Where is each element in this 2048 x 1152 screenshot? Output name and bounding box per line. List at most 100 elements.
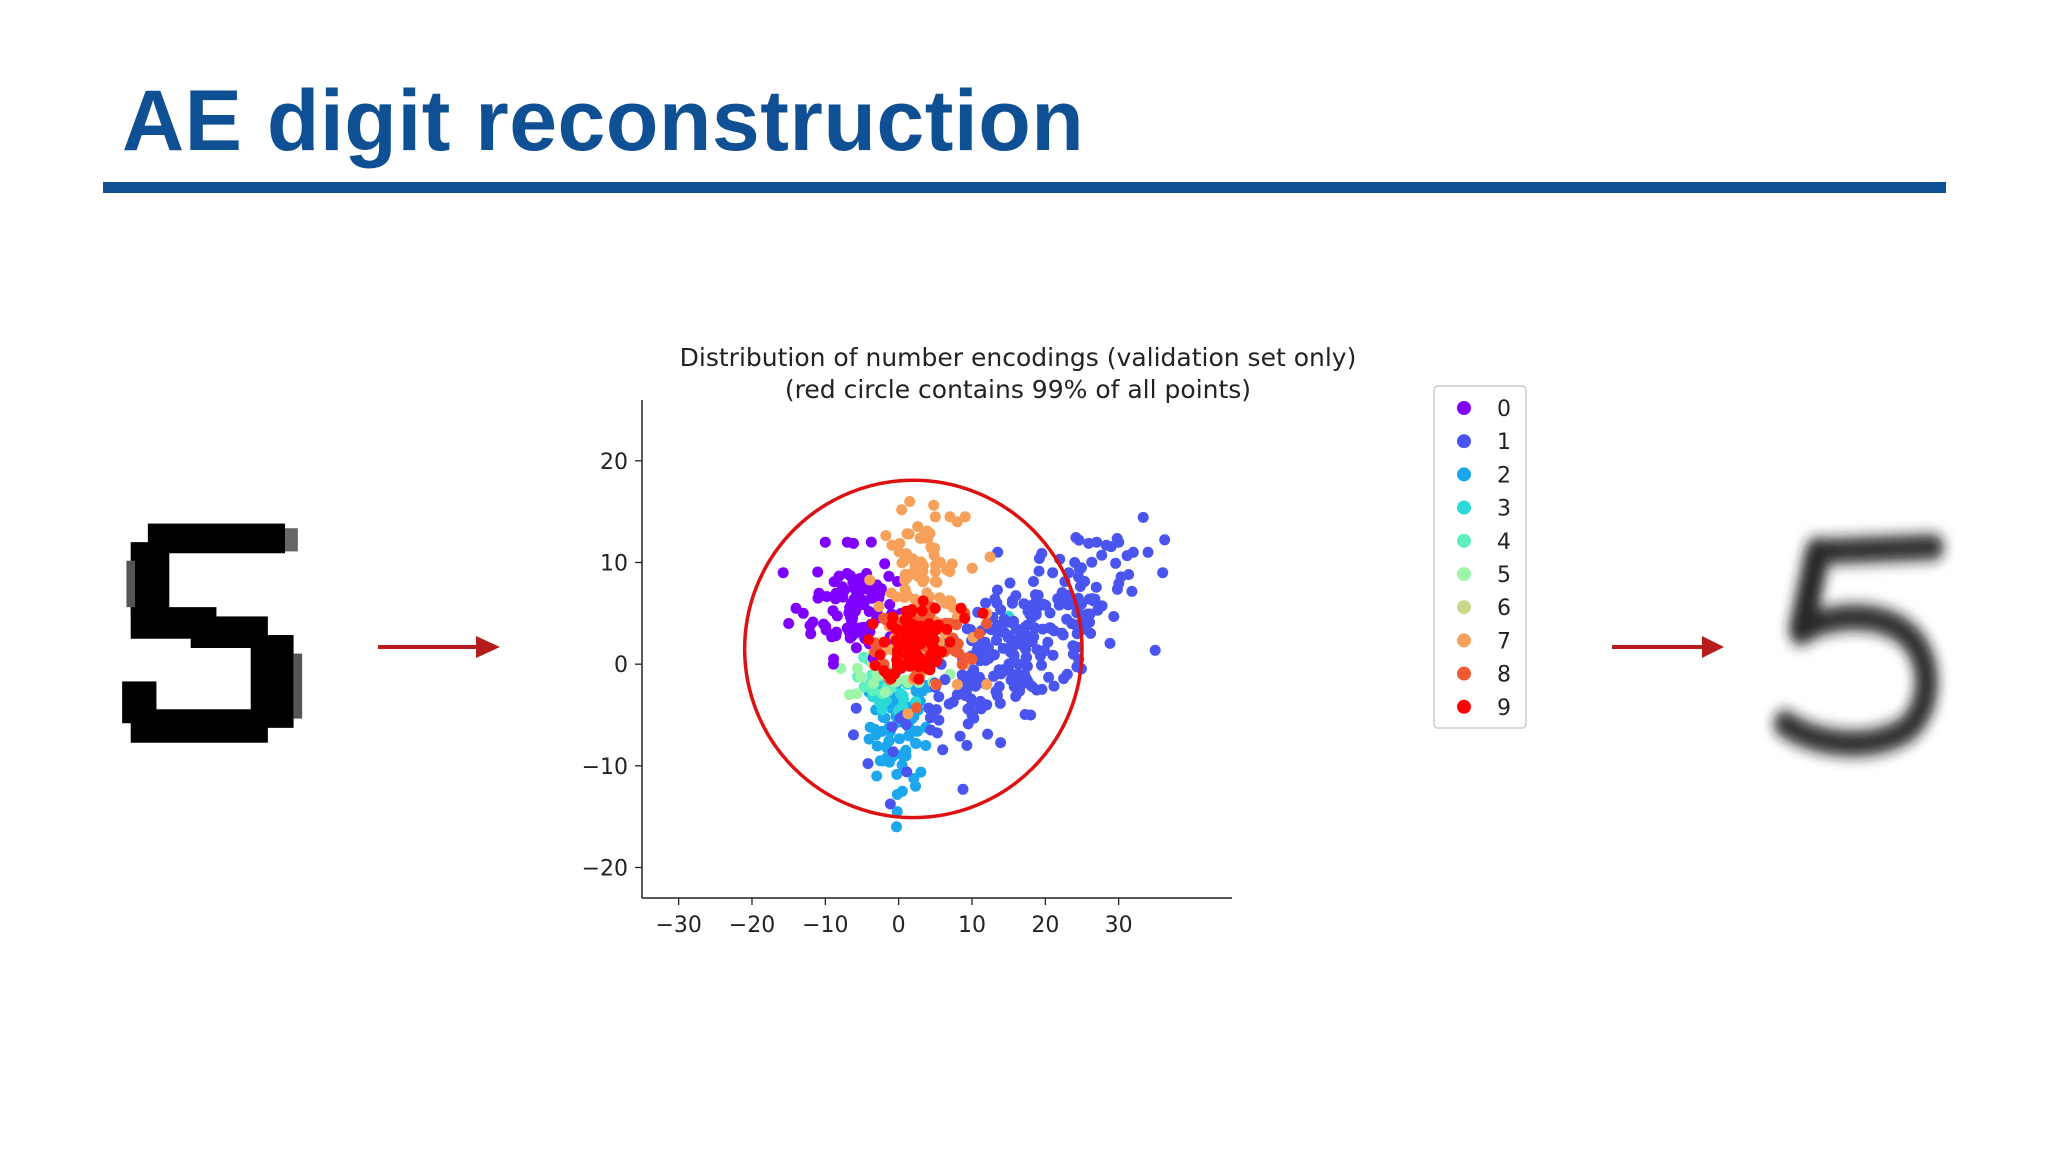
point-9 bbox=[923, 628, 935, 640]
point-7 bbox=[904, 496, 916, 507]
legend-item-9: 9 bbox=[1457, 696, 1511, 721]
point-5 bbox=[879, 686, 891, 698]
point-1 bbox=[1053, 593, 1065, 605]
point-1 bbox=[1157, 567, 1169, 579]
point-9 bbox=[923, 618, 935, 630]
arrow-to-reconstruction bbox=[1612, 636, 1724, 658]
point-9 bbox=[927, 640, 939, 652]
point-1 bbox=[1019, 621, 1031, 633]
point-0 bbox=[831, 610, 843, 622]
point-0 bbox=[849, 597, 860, 609]
point-0 bbox=[883, 570, 895, 582]
point-9 bbox=[914, 625, 926, 637]
point-1 bbox=[1096, 549, 1108, 561]
point-3 bbox=[876, 704, 888, 716]
point-9 bbox=[892, 649, 903, 661]
point-1 bbox=[995, 604, 1007, 616]
point-1 bbox=[894, 712, 906, 724]
point-1 bbox=[1029, 589, 1041, 601]
point-0 bbox=[856, 622, 868, 634]
point-0 bbox=[836, 581, 848, 593]
point-1 bbox=[1159, 534, 1171, 546]
point-1 bbox=[1086, 593, 1098, 605]
point-0 bbox=[844, 632, 856, 644]
point-1 bbox=[963, 676, 974, 688]
legend-label: 1 bbox=[1497, 430, 1511, 455]
point-1 bbox=[1025, 680, 1037, 691]
point-9 bbox=[955, 602, 967, 614]
point-0 bbox=[805, 628, 817, 640]
point-2 bbox=[910, 685, 922, 697]
point-1 bbox=[1030, 609, 1042, 621]
point-7 bbox=[909, 561, 921, 572]
point-1 bbox=[961, 623, 973, 635]
point-1 bbox=[999, 616, 1011, 628]
point-0 bbox=[879, 558, 891, 570]
point-0 bbox=[850, 642, 862, 654]
point-1 bbox=[1028, 576, 1039, 587]
point-1 bbox=[1086, 556, 1098, 568]
point-0 bbox=[812, 592, 824, 604]
point-8 bbox=[949, 645, 961, 657]
chart-subtitle: (red circle contains 99% of all points) bbox=[785, 375, 1251, 404]
point-9 bbox=[944, 636, 956, 648]
point-1 bbox=[1113, 578, 1125, 589]
point-1 bbox=[1047, 567, 1059, 579]
legend-label: 2 bbox=[1497, 463, 1511, 488]
point-2 bbox=[894, 733, 905, 745]
point-7 bbox=[928, 499, 940, 511]
point-7 bbox=[873, 601, 885, 612]
chart-legend: 0 1 2 3 4 5 6 7 8 9 bbox=[1433, 385, 1527, 729]
point-0 bbox=[874, 587, 886, 599]
point-0 bbox=[862, 583, 874, 595]
point-0 bbox=[847, 576, 859, 588]
arrow-to-encoding bbox=[378, 636, 500, 658]
point-1 bbox=[1127, 546, 1139, 558]
x-tick-label: −20 bbox=[729, 913, 775, 938]
point-1 bbox=[981, 699, 993, 711]
point-7 bbox=[896, 504, 908, 516]
y-tick-label: −20 bbox=[582, 857, 628, 882]
legend-box bbox=[1433, 385, 1527, 729]
point-0 bbox=[841, 536, 853, 548]
series-0 bbox=[777, 536, 918, 670]
point-4 bbox=[858, 651, 870, 663]
point-7 bbox=[917, 560, 929, 572]
point-1 bbox=[1123, 569, 1135, 580]
point-9 bbox=[903, 625, 915, 637]
point-9 bbox=[929, 602, 941, 614]
point-7 bbox=[880, 530, 892, 542]
input-digit-pixels bbox=[122, 523, 303, 743]
legend-label: 7 bbox=[1497, 629, 1511, 654]
point-1 bbox=[989, 593, 1001, 605]
point-0 bbox=[858, 595, 870, 606]
y-tick-label: 10 bbox=[600, 552, 628, 577]
reconstructed-digit-strokes bbox=[1773, 534, 1945, 757]
point-9 bbox=[913, 673, 925, 685]
point-1 bbox=[924, 712, 936, 724]
point-9 bbox=[874, 649, 886, 661]
point-7 bbox=[966, 562, 978, 574]
point-0 bbox=[833, 570, 845, 582]
point-1 bbox=[1056, 627, 1068, 639]
point-1 bbox=[980, 597, 992, 609]
point-9 bbox=[878, 665, 890, 677]
point-5 bbox=[852, 662, 863, 674]
point-2 bbox=[871, 770, 883, 782]
point-1 bbox=[982, 728, 994, 740]
point-7 bbox=[912, 571, 924, 583]
point-9 bbox=[897, 639, 909, 651]
point-1 bbox=[850, 702, 862, 714]
point-9 bbox=[890, 623, 902, 635]
point-1 bbox=[1092, 604, 1104, 616]
point-1 bbox=[1044, 607, 1056, 619]
point-1 bbox=[862, 758, 874, 770]
y-tick-label: 20 bbox=[600, 450, 628, 475]
scatter-points bbox=[777, 496, 1171, 833]
point-0 bbox=[819, 536, 831, 548]
point-1 bbox=[901, 766, 913, 778]
reconstructed-digit-image bbox=[1773, 534, 1945, 757]
point-1 bbox=[1033, 565, 1045, 577]
point-2 bbox=[900, 750, 912, 762]
point-9 bbox=[932, 619, 944, 631]
